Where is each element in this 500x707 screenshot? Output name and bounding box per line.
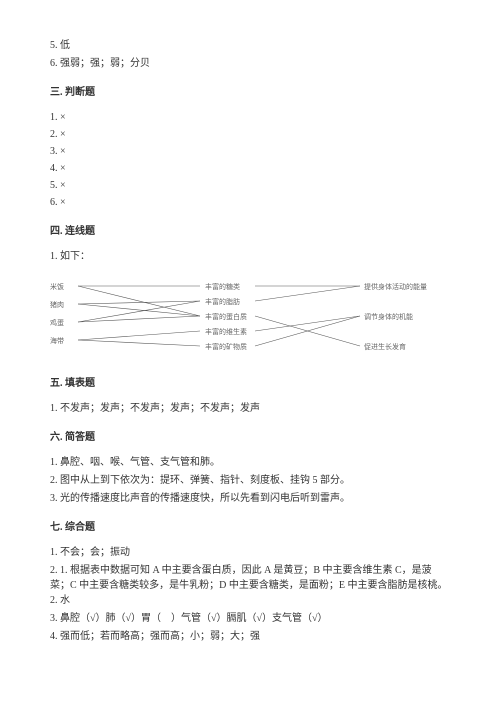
section-6-title: 六. 简答题 [50, 430, 450, 445]
comp-1: 1. 不会；会；振动 [50, 545, 450, 560]
section-5-title: 五. 填表题 [50, 376, 450, 391]
left-label-3: 鸡蛋 [50, 318, 64, 329]
judge-item-3: 3. × [50, 144, 450, 159]
mid-label-4: 丰富的维生素 [205, 327, 247, 338]
comp-4: 4. 强而低；若而略高；强而高；小；弱；大；强 [50, 629, 450, 644]
judge-item-1: 1. × [50, 110, 450, 125]
section-7-title: 七. 综合题 [50, 520, 450, 535]
mid-label-3: 丰富的蛋白质 [205, 312, 247, 323]
mid-label-5: 丰富的矿物质 [205, 342, 247, 353]
right-label-2: 调节身体的机能 [364, 312, 413, 323]
left-label-1: 米饭 [50, 282, 64, 293]
mid-label-1: 丰富的糖类 [205, 282, 240, 293]
section-3-title: 三. 判断题 [50, 85, 450, 100]
right-label-1: 提供身体活动的能量 [364, 282, 427, 293]
judge-item-6: 6. × [50, 195, 450, 210]
judge-item-5: 5. × [50, 178, 450, 193]
comp-2: 2. 1. 根据表中数据可知 A 中主要含蛋白质，因此 A 是黄豆；B 中主要含… [50, 563, 450, 608]
left-label-4: 海带 [50, 336, 64, 347]
intro-line-6: 6. 强弱；强；弱；分贝 [50, 56, 450, 71]
judge-item-2: 2. × [50, 127, 450, 142]
shortans-2: 2. 图中从上到下依次为：提环、弹簧、指针、刻度板、挂钩 5 部分。 [50, 473, 450, 488]
right-label-3: 促进生长发育 [364, 342, 406, 353]
comp-3: 3. 鼻腔（√）肺（√）胃（ ）气管（√）膈肌（√）支气管（√） [50, 611, 450, 626]
left-label-2: 猪肉 [50, 300, 64, 311]
shortans-1: 1. 鼻腔、咽、喉、气管、支气管和肺。 [50, 455, 450, 470]
mid-label-2: 丰富的脂肪 [205, 297, 240, 308]
judge-item-4: 4. × [50, 161, 450, 176]
matching-diagram: 米饭 猪肉 鸡蛋 海带 丰富的糖类 丰富的脂肪 丰富的蛋白质 丰富的维生素 丰富… [50, 272, 450, 362]
fill-table-content: 1. 不发声；发声；不发声；发声；不发声；发声 [50, 401, 450, 416]
shortans-3: 3. 光的传播速度比声音的传播速度快，所以先看到闪电后听到雷声。 [50, 491, 450, 506]
section-4-title: 四. 连线题 [50, 224, 450, 239]
diagram-caption: 1. 如下： [50, 249, 450, 264]
intro-line-5: 5. 低 [50, 38, 450, 53]
